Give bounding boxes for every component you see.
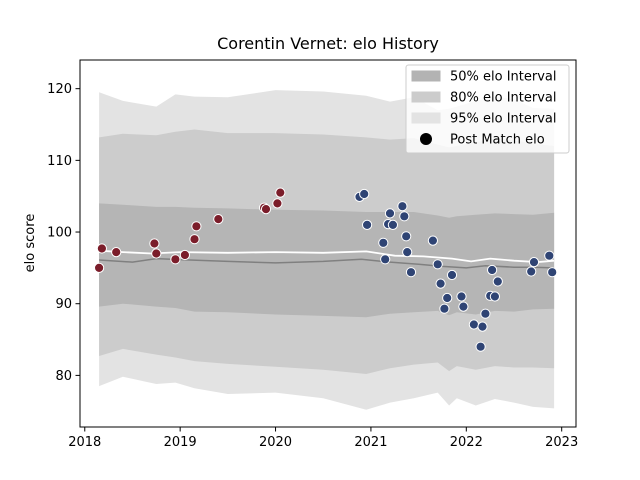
x-tick-label: 2022 bbox=[450, 435, 483, 450]
x-axis: 2018 2019 2020 2021 2022 2023 bbox=[68, 427, 578, 450]
elo-point-late bbox=[427, 235, 438, 246]
elo-point-late bbox=[378, 237, 389, 248]
elo-point-late bbox=[547, 267, 558, 278]
y-tick-label: 100 bbox=[47, 226, 72, 241]
elo-point-late bbox=[487, 264, 498, 276]
legend-label: 80% elo Interval bbox=[450, 91, 557, 106]
elo-point-late bbox=[475, 341, 486, 352]
elo-point-late bbox=[402, 247, 413, 258]
elo-point-late bbox=[380, 254, 391, 265]
elo-point-early bbox=[191, 221, 202, 232]
elo-point-late bbox=[401, 231, 412, 242]
elo-point-late bbox=[435, 278, 446, 289]
elo-point-late bbox=[399, 211, 410, 222]
legend-label: 95% elo Interval bbox=[450, 112, 557, 127]
x-tick-label: 2018 bbox=[68, 435, 101, 450]
legend: 50% elo Interval 80% elo Interval 95% elo … bbox=[405, 64, 570, 154]
elo-point-early bbox=[260, 204, 272, 215]
elo-point-late bbox=[528, 257, 540, 268]
elo-point-early bbox=[213, 214, 224, 225]
y-tick-label: 120 bbox=[47, 82, 72, 97]
x-tick-label: 2021 bbox=[354, 435, 387, 450]
elo-point-late bbox=[480, 308, 491, 319]
elo-point-late bbox=[432, 259, 443, 270]
elo-point-late bbox=[544, 250, 555, 261]
y-tick-label: 110 bbox=[47, 154, 72, 169]
elo-point-early bbox=[275, 187, 286, 198]
chart-title: Corentin Vernet: elo History bbox=[217, 34, 439, 53]
elo-point-late bbox=[442, 292, 453, 304]
elo-point-late bbox=[468, 319, 479, 330]
elo-point-late bbox=[362, 219, 373, 230]
legend-swatch bbox=[411, 112, 441, 124]
axes-border bbox=[79, 59, 577, 428]
elo-point-early bbox=[111, 247, 122, 258]
elo-point-early bbox=[94, 262, 105, 273]
elo-point-late bbox=[397, 201, 408, 212]
elo-point-early bbox=[170, 254, 181, 265]
elo-point-early bbox=[272, 198, 283, 209]
elo-point-late bbox=[384, 208, 396, 219]
elo-point-early bbox=[179, 249, 190, 261]
x-tick-label: 2020 bbox=[259, 435, 292, 450]
legend-box bbox=[405, 64, 570, 154]
elo-point-early bbox=[149, 238, 160, 249]
elo-point-late bbox=[492, 276, 503, 287]
elo-point-late bbox=[526, 266, 537, 277]
legend-marker bbox=[420, 133, 432, 145]
elo-point-late bbox=[439, 303, 450, 314]
elo-point-late bbox=[405, 267, 417, 278]
elo-point-late bbox=[359, 188, 370, 200]
elo-point-early bbox=[151, 248, 162, 259]
elo-point-late bbox=[458, 301, 469, 312]
plot-area bbox=[94, 90, 558, 410]
y-tick-label: 90 bbox=[55, 297, 72, 312]
elo-point-late bbox=[456, 291, 467, 302]
y-axis-label: elo score bbox=[23, 214, 38, 273]
legend-swatch bbox=[411, 91, 441, 103]
band-50 bbox=[99, 203, 555, 318]
elo-point-early bbox=[96, 243, 108, 254]
elo-point-late bbox=[446, 269, 458, 281]
elo-point-late bbox=[477, 321, 488, 332]
x-tick-label: 2019 bbox=[164, 435, 197, 450]
legend-label: Post Match elo bbox=[450, 133, 545, 148]
elo-point-early bbox=[189, 234, 200, 245]
x-tick-label: 2023 bbox=[545, 435, 578, 450]
mean-elo-line bbox=[99, 249, 555, 264]
elo-point-late bbox=[489, 291, 500, 302]
y-tick-label: 80 bbox=[55, 369, 72, 384]
axes-frame bbox=[79, 59, 577, 428]
y-axis: 80 90 100 110 120 bbox=[47, 82, 80, 384]
legend-label: 50% elo Interval bbox=[450, 70, 557, 85]
elo-point-late bbox=[387, 219, 398, 230]
legend-swatch bbox=[411, 70, 441, 82]
